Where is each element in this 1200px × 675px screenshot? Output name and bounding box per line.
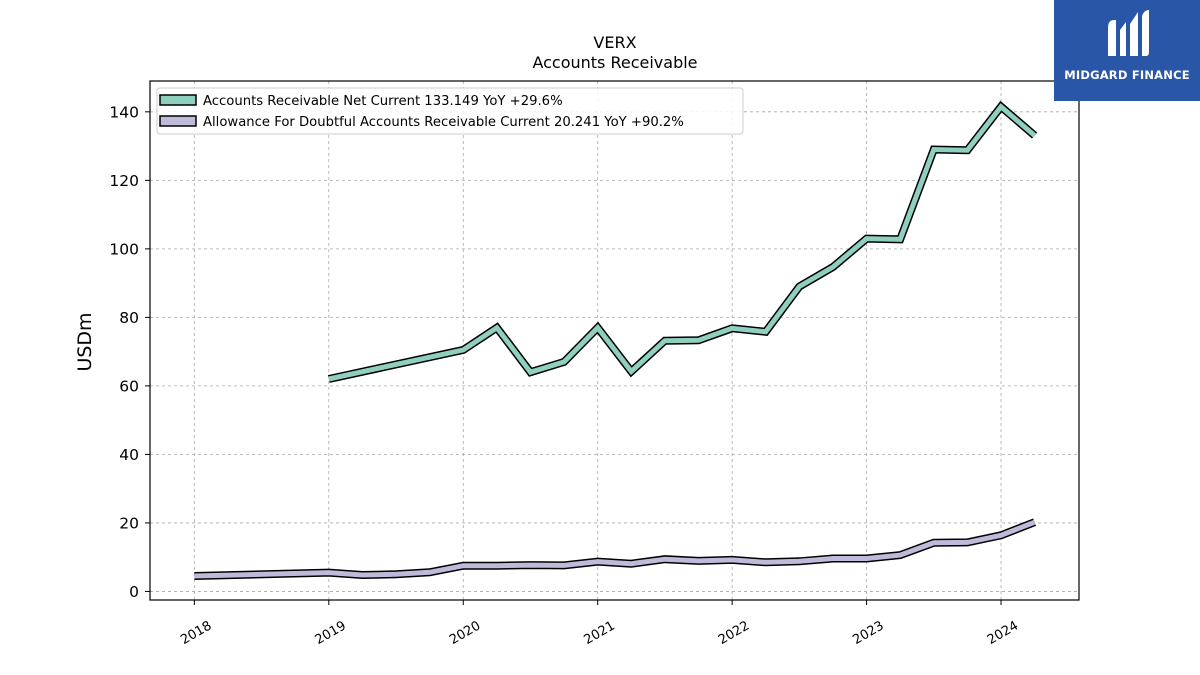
series-layer (194, 100, 1038, 580)
logo: MIDGARD FINANCE (1054, 0, 1200, 101)
y-axis-label: USDm (74, 312, 96, 371)
legend: Accounts Receivable Net Current 133.149 … (156, 87, 744, 135)
legend-box (156, 87, 744, 135)
legend-swatch-1 (159, 94, 197, 106)
x-tick-label: 2022 (716, 618, 752, 648)
grid (150, 81, 1079, 600)
y-tick-label: 140 (109, 103, 139, 121)
plot-frame (149, 80, 1080, 601)
series-2-outline (194, 518, 1037, 580)
y-tick-label: 80 (119, 309, 139, 327)
y-tick-label: 120 (109, 172, 139, 190)
y-tick-label: 20 (119, 514, 139, 532)
series-1-line (328, 103, 1037, 382)
logo-text: MIDGARD FINANCE (1064, 68, 1190, 82)
x-tick-label: 2019 (313, 618, 349, 648)
chart-subtitle: Accounts Receivable (532, 53, 697, 72)
y-tick-label: 100 (109, 240, 139, 258)
chart-title: VERX (593, 33, 636, 52)
x-tick-label: 2023 (850, 618, 886, 648)
y-tick-label: 60 (119, 377, 139, 395)
x-tick-label: 2018 (178, 618, 214, 648)
y-tick-label: 0 (129, 583, 139, 601)
y-tick-label: 40 (119, 446, 139, 464)
x-tick-label: 2020 (447, 618, 483, 648)
legend-label-1: Accounts Receivable Net Current 133.149 … (203, 94, 563, 109)
series-2-line (194, 519, 1036, 579)
logo-mark-icon (1108, 10, 1149, 56)
axes: 0 20 40 60 80 100 120 140 2018 2019 2020 2021 2022 20… (109, 103, 1021, 648)
x-tick-label: 2021 (582, 618, 618, 648)
legend-swatch-2 (159, 115, 197, 127)
legend-label-2: Allowance For Doubtful Accounts Receivab… (203, 115, 684, 130)
x-tick-label: 2024 (985, 618, 1021, 648)
